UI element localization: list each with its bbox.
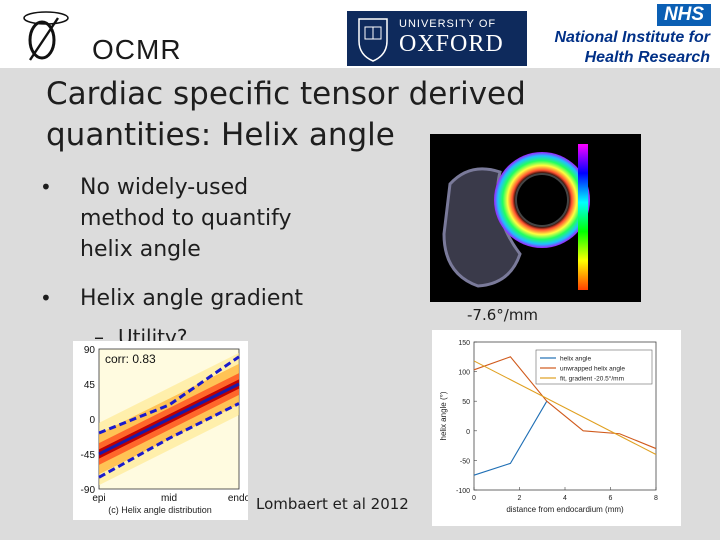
title-line-1: Cardiac specific tensor derived [46,76,526,112]
helix-angle-map-image [430,134,641,302]
oxford-logo: UNIVERSITY OF OXFORD [347,11,527,66]
bullet-1-line-1: No widely-used [80,175,249,200]
bullet-dot-icon: • [40,286,52,310]
legend-label-0: helix angle [560,356,591,363]
ocmr-text: OCMR [92,34,182,65]
slide-title: Cardiac specific tensor derived quantiti… [46,74,566,156]
sub-bullet: – Utility? [94,322,294,342]
x-tick-label: mid [161,493,177,504]
bullet-item-2: • Helix angle gradient [40,283,380,314]
y-tick-label: 100 [458,370,470,377]
legend-label-1: unwrapped helix angle [560,366,625,373]
series-line-2 [473,360,657,455]
bullet-1-line-2: method to quantify [80,206,292,231]
bullet-2-line-1: Helix angle gradient [80,286,304,311]
x-tick-label: 0 [472,495,476,502]
y-tick-label: -45 [81,450,96,461]
x-tick-label: 6 [609,495,613,502]
x-axis-label: distance from endocardium (mm) [506,505,624,514]
correlation-annotation: corr: 0.83 [105,352,156,366]
y-tick-label: 150 [458,340,470,347]
sub-bullet-dash: – [94,325,104,342]
y-axis-label: helix angle (°) [439,391,448,440]
x-tick-label: epi [92,493,105,504]
sub-bullet-text: Utility? [118,325,188,342]
nihr-logo-text: National Institute for Health Research [554,28,710,68]
x-tick-label: 2 [518,495,522,502]
oxford-crest-icon [358,18,388,62]
nhs-badge: NHS [657,4,711,26]
y-tick-label: -100 [456,488,470,495]
x-tick-label: 8 [654,495,658,502]
x-tick-label: endo [228,493,248,504]
ocmr-mark-icon [23,11,69,61]
y-tick-label: 90 [84,345,96,356]
title-line-2: quantities: Helix angle [46,117,395,153]
helix-angle-line-figure: -100 -50 0 50 100 150 0 2 4 6 8 distance from endoc… [432,330,681,526]
y-tick-label: 0 [89,415,95,426]
y-tick-label: 50 [462,399,470,406]
legend-box [535,349,653,385]
gradient-label: -7.6°/mm [467,306,539,324]
series-mean-line [98,382,240,456]
citation: Lombaert et al 2012 [256,495,409,513]
oxford-line2: OXFORD [399,31,504,57]
legend-label-2: fit, gradient -20.5°/mm [560,375,624,383]
bullet-dot-icon: • [40,175,52,199]
x-tick-label: 4 [563,495,567,502]
y-tick-label: 0 [466,429,470,436]
ocmr-logo: OCMR [18,4,208,65]
oxford-line1: UNIVERSITY OF [399,18,497,30]
y-tick-label: 45 [84,380,96,391]
series-lower-line [98,402,240,479]
nihr-line1: National Institute for [554,29,710,46]
y-tick-label: -90 [81,485,96,496]
bullet-item-1: • No widely-used method to quantify heli… [40,172,360,265]
chart-caption: (c) Helix angle distribution [108,505,212,515]
helix-distribution-figure: 90 45 0 -45 -90 epi mid endo corr: 0.83 (c) Helix… [73,341,251,520]
y-tick-label: -50 [460,458,470,465]
nihr-line2: Health Research [584,49,710,66]
series-line-0 [473,400,548,476]
header-bar: OCMR UNIVERSITY OF OXFORD NHS National I… [0,0,720,68]
series-upper-line [98,355,240,435]
series-line-1 [473,356,657,450]
helix-map-svg [442,144,590,290]
bullet-1-line-3: helix angle [80,237,201,262]
helix-angle-line-chart: -100 -50 0 50 100 150 0 2 4 6 8 distance from endoc… [439,340,658,514]
